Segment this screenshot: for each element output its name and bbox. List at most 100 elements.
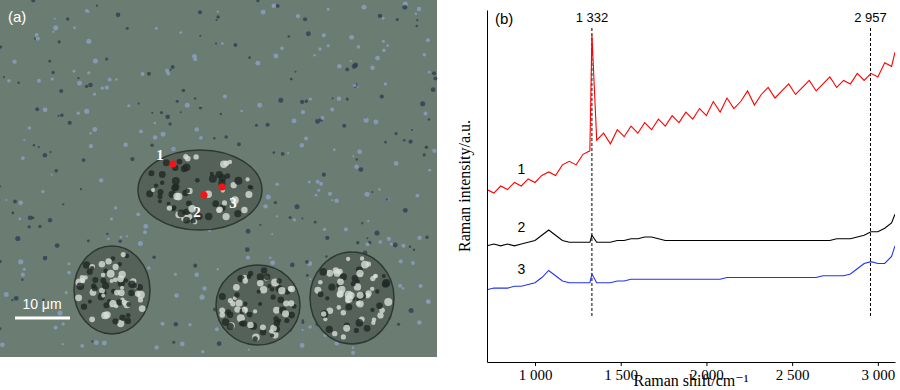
granule <box>242 278 248 284</box>
particle <box>38 146 40 148</box>
granule <box>283 300 289 306</box>
particle <box>333 148 336 151</box>
granule <box>270 287 275 292</box>
particle <box>127 104 130 107</box>
granule <box>364 325 371 332</box>
annotation-label: 1 332 <box>576 10 609 25</box>
particle <box>77 77 79 79</box>
granule <box>81 304 87 310</box>
particle <box>60 114 64 118</box>
particle <box>327 44 330 47</box>
particle <box>409 246 411 248</box>
particle <box>422 53 426 57</box>
particle <box>48 60 51 63</box>
particle <box>147 72 151 76</box>
cell <box>216 265 300 345</box>
granule <box>273 307 280 314</box>
particle <box>237 142 241 146</box>
granule <box>252 333 260 341</box>
particle <box>323 228 326 231</box>
x-tick-mark <box>535 362 536 366</box>
particle <box>246 229 251 234</box>
particle <box>152 255 156 259</box>
particle <box>255 61 260 66</box>
particle <box>364 118 369 123</box>
particle <box>309 97 312 100</box>
particle <box>114 206 117 209</box>
granule <box>356 270 363 277</box>
particle <box>199 35 201 37</box>
particle <box>319 182 323 186</box>
particle <box>108 78 112 82</box>
particle <box>138 241 143 246</box>
particle <box>54 18 56 20</box>
granule <box>99 261 106 268</box>
granule <box>269 329 273 333</box>
particle <box>67 271 71 275</box>
panel-label: (a) <box>8 8 26 25</box>
particle <box>168 122 171 125</box>
particle <box>371 191 373 193</box>
particle <box>153 122 156 125</box>
granule <box>373 274 377 278</box>
particle <box>31 0 35 3</box>
particle <box>123 142 127 146</box>
particle <box>55 243 60 248</box>
granule <box>183 217 190 224</box>
particle <box>14 296 19 301</box>
granule <box>366 261 371 266</box>
particle <box>411 129 413 131</box>
particle <box>245 247 250 252</box>
particle <box>415 25 418 28</box>
particle <box>342 124 346 128</box>
particle <box>272 3 277 8</box>
particle <box>293 218 296 221</box>
particle <box>408 139 412 143</box>
particle <box>403 208 408 213</box>
particle <box>417 320 421 324</box>
particle <box>105 85 109 89</box>
granule <box>92 277 98 283</box>
series-labels: 123 <box>517 161 525 277</box>
particle <box>431 87 436 92</box>
particle <box>305 260 309 264</box>
particle <box>331 199 333 201</box>
particle <box>317 189 320 192</box>
particle <box>106 233 108 235</box>
x-tick-label: 2 500 <box>776 367 810 383</box>
granule <box>222 213 229 220</box>
particle <box>300 100 304 104</box>
particle <box>399 259 403 263</box>
particle <box>151 112 153 114</box>
granule <box>230 301 235 306</box>
particle <box>180 342 185 347</box>
particle <box>396 18 399 21</box>
particle <box>402 287 404 289</box>
particle <box>325 236 329 240</box>
granule <box>373 274 378 279</box>
granule <box>245 191 252 198</box>
granule <box>163 159 170 166</box>
measure-point <box>219 184 226 191</box>
granule <box>337 292 343 298</box>
granule <box>210 172 214 176</box>
particle <box>302 329 304 331</box>
particle <box>305 100 308 103</box>
particle <box>386 198 389 201</box>
particle <box>397 323 400 326</box>
granule <box>337 305 342 310</box>
granule <box>354 328 359 333</box>
granule <box>101 312 109 320</box>
particle <box>415 13 417 15</box>
particle <box>86 39 91 44</box>
cell-body <box>74 246 150 334</box>
scale-bar-label: 10 μm <box>22 296 61 312</box>
x-tick-label: 3 000 <box>861 367 895 383</box>
particle <box>415 194 419 198</box>
particle <box>355 158 358 161</box>
particle <box>105 57 108 60</box>
particle <box>224 135 228 139</box>
granule <box>158 199 162 203</box>
particle <box>263 204 267 208</box>
particle <box>21 156 25 160</box>
